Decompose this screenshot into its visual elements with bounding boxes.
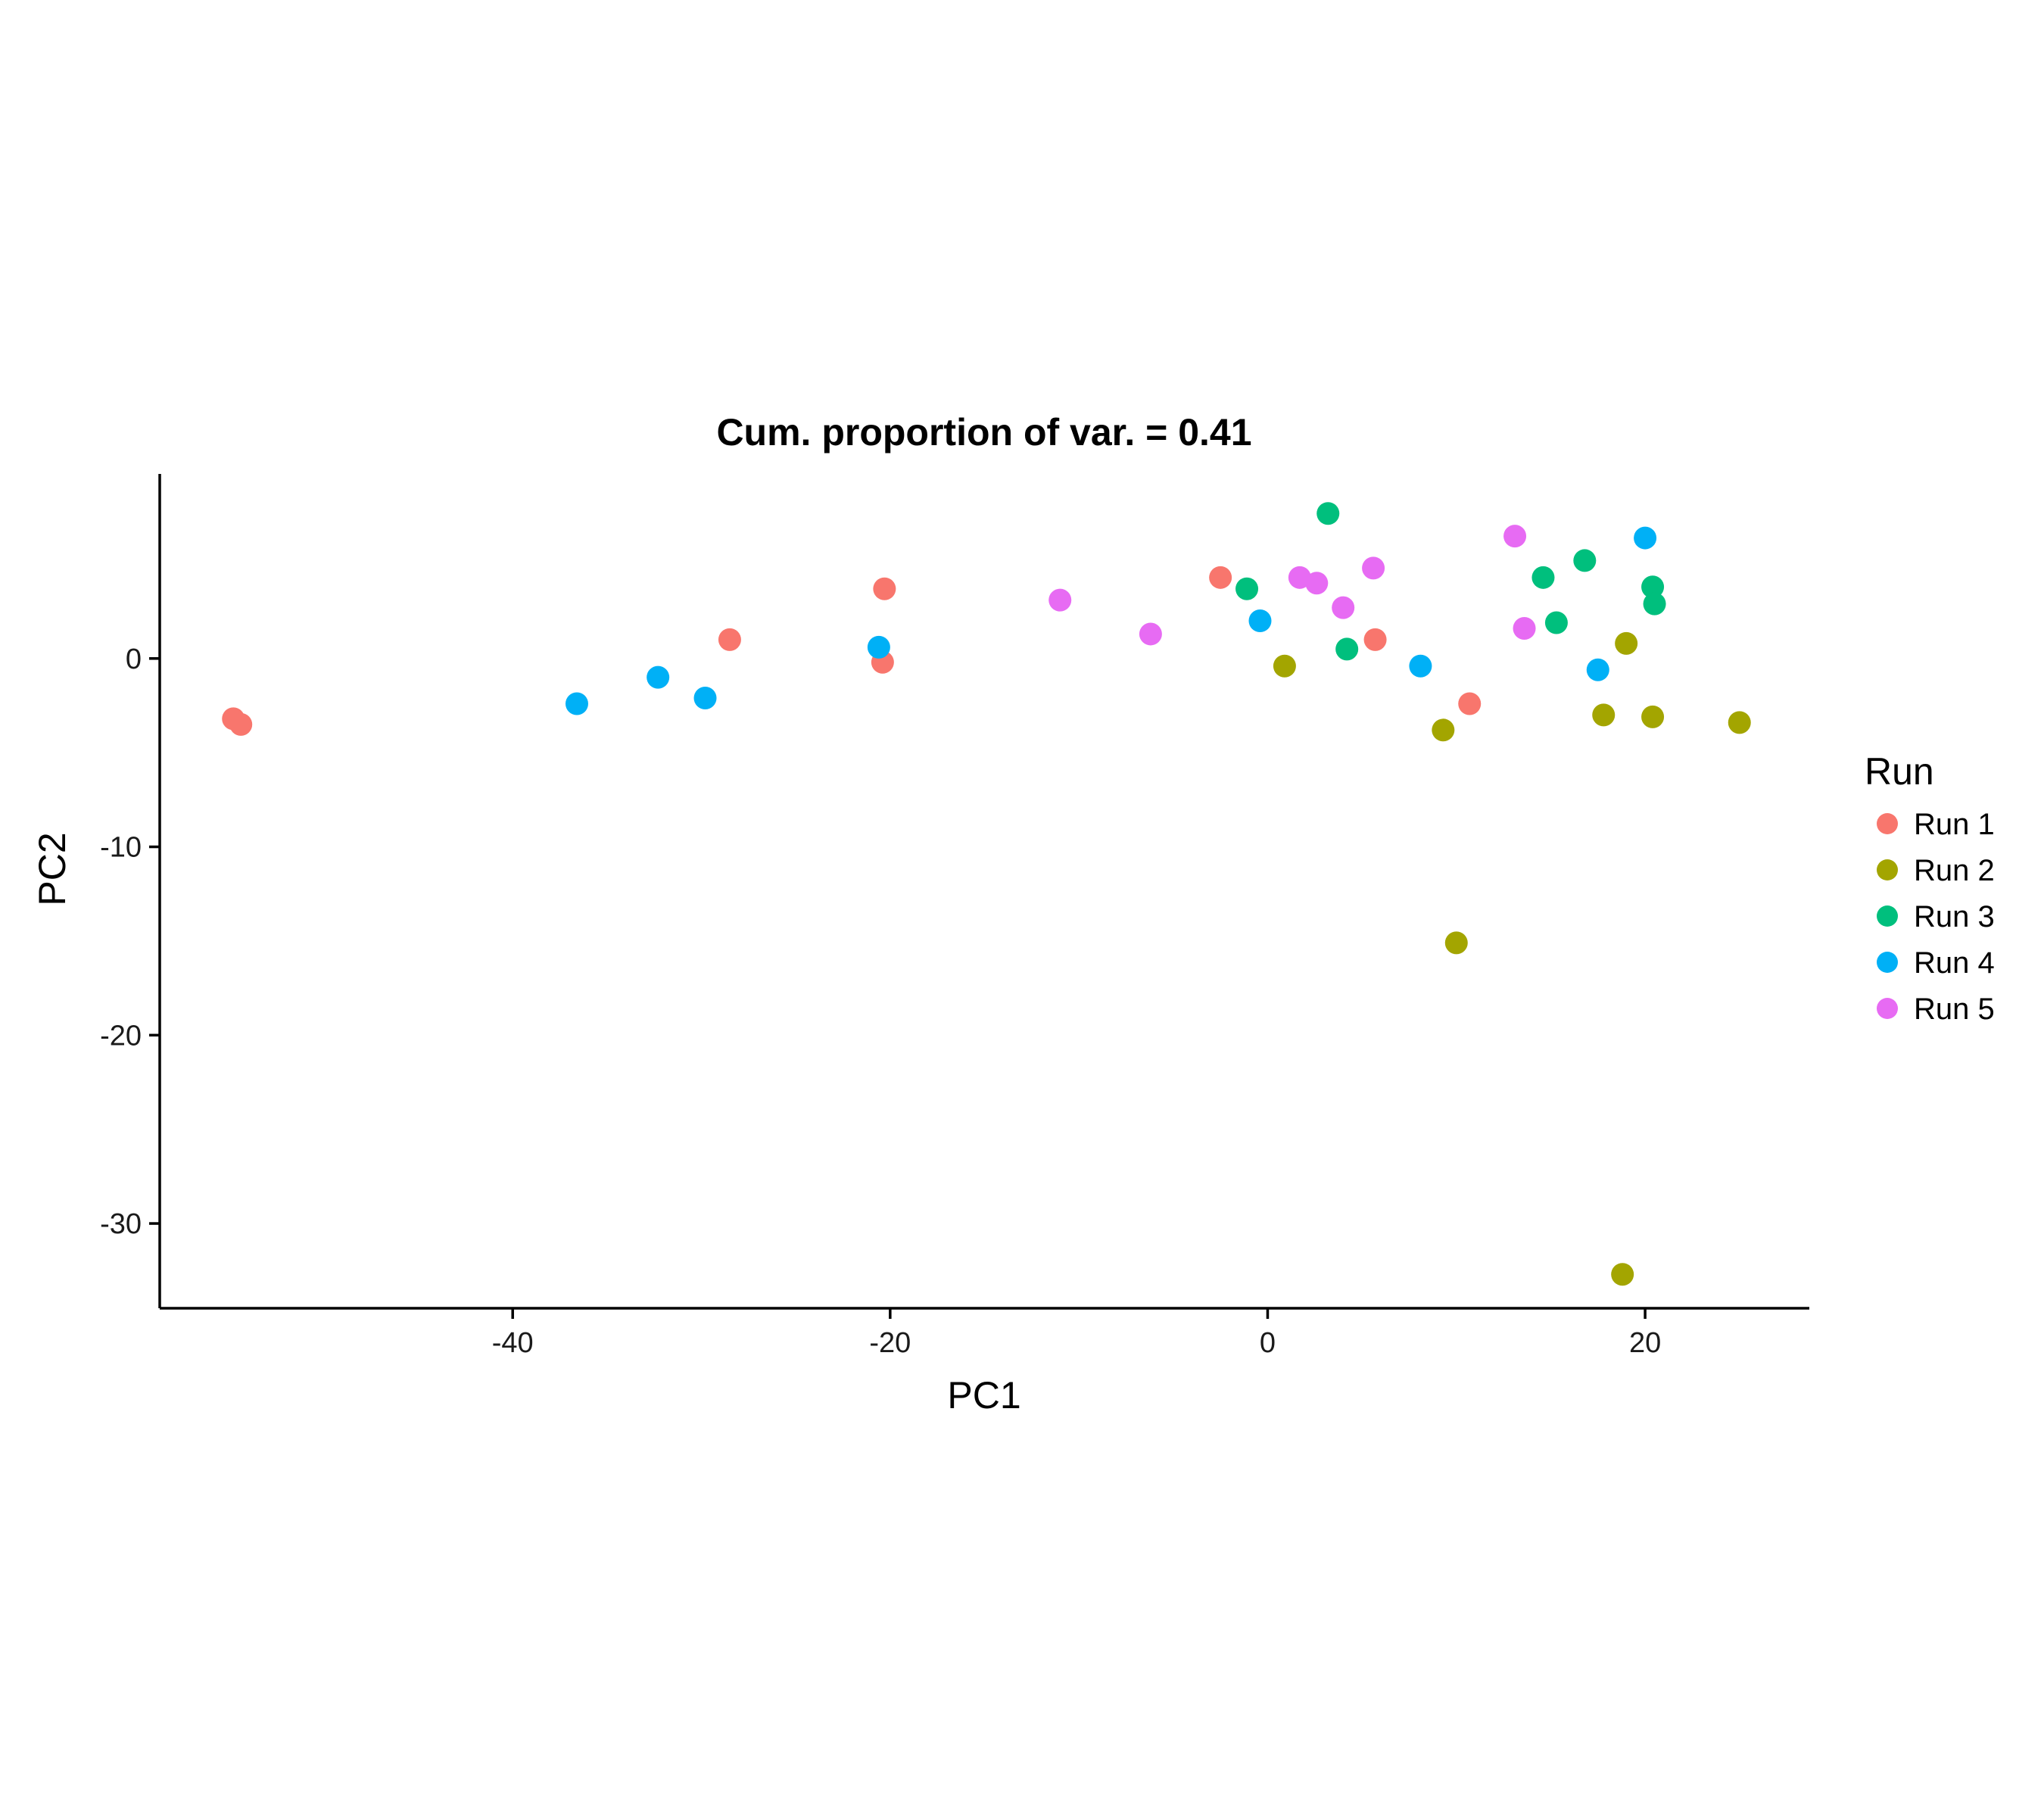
point-run-2-5 [1615,631,1638,655]
point-run-4-8 [1634,526,1657,550]
point-run-1-2 [229,712,253,736]
point-run-3-7 [1641,575,1665,599]
point-run-2-6 [1641,705,1665,728]
legend-title: Run [1865,750,1934,793]
legend-key-run-2 [1877,859,1898,880]
legend-label-run-1: Run 1 [1914,808,1995,841]
point-run-5-1 [1048,588,1072,612]
point-run-1-4 [873,577,896,600]
legend: Run Run 1 Run 2 Run 3 Run 4 Run 5 [1865,750,1995,1026]
point-run-3-2 [1235,577,1259,600]
point-run-3-5 [1544,611,1568,634]
point-run-4-1 [565,692,588,715]
point-run-2-8 [1611,1263,1634,1286]
legend-key-run-3 [1877,905,1898,927]
point-run-2-1 [1273,654,1296,678]
legend-key-run-1 [1877,813,1898,834]
point-run-1-7 [1363,628,1387,651]
legend-label-run-3: Run 3 [1914,900,1995,933]
point-run-4-5 [1248,609,1272,633]
point-run-2-3 [1444,931,1468,955]
y-axis-ticks: 0 -10 -20 -30 [100,644,160,1240]
point-run-4-6 [1409,654,1432,678]
y-tick-label: -20 [100,1020,142,1052]
legend-label-run-4: Run 4 [1914,946,1995,980]
y-tick-label: 0 [126,644,142,675]
legend-label-run-2: Run 2 [1914,854,1995,887]
point-run-1-6 [1209,566,1232,589]
point-run-5-5 [1332,596,1355,619]
point-run-3-8 [1643,592,1666,616]
x-axis-ticks: -40 -20 0 20 [492,1308,1661,1359]
legend-key-run-5 [1877,998,1898,1019]
point-run-5-6 [1362,556,1385,580]
x-tick-label: 0 [1260,1327,1276,1359]
y-tick-label: -30 [100,1208,142,1240]
legend-key-run-4 [1877,952,1898,973]
legend-label-run-5: Run 5 [1914,993,1995,1026]
data-points [222,502,1751,1286]
point-run-5-8 [1513,616,1536,640]
x-tick-label: -20 [869,1327,911,1359]
x-tick-label: 20 [1629,1327,1661,1359]
point-run-2-7 [1728,711,1751,734]
point-run-5-4 [1305,572,1329,595]
point-run-4-3 [693,687,717,710]
x-axis-title: PC1 [947,1374,1020,1417]
point-run-5-2 [1139,622,1162,646]
y-axis-title: PC2 [31,832,73,905]
point-run-2-4 [1592,703,1616,727]
y-tick-label: -10 [100,832,142,864]
point-run-5-7 [1503,525,1527,548]
point-run-3-4 [1531,566,1555,589]
point-run-3-1 [1316,502,1340,525]
point-run-4-4 [867,635,890,659]
point-run-1-3 [718,628,741,651]
chart-title: Cum. proportion of var. = 0.41 [716,411,1251,453]
point-run-3-6 [1573,549,1597,572]
point-run-3-3 [1335,637,1359,661]
point-run-1-8 [1458,692,1482,715]
point-run-4-7 [1586,658,1609,681]
point-run-4-2 [647,665,670,689]
x-tick-label: -40 [492,1327,534,1359]
point-run-2-2 [1432,718,1455,742]
